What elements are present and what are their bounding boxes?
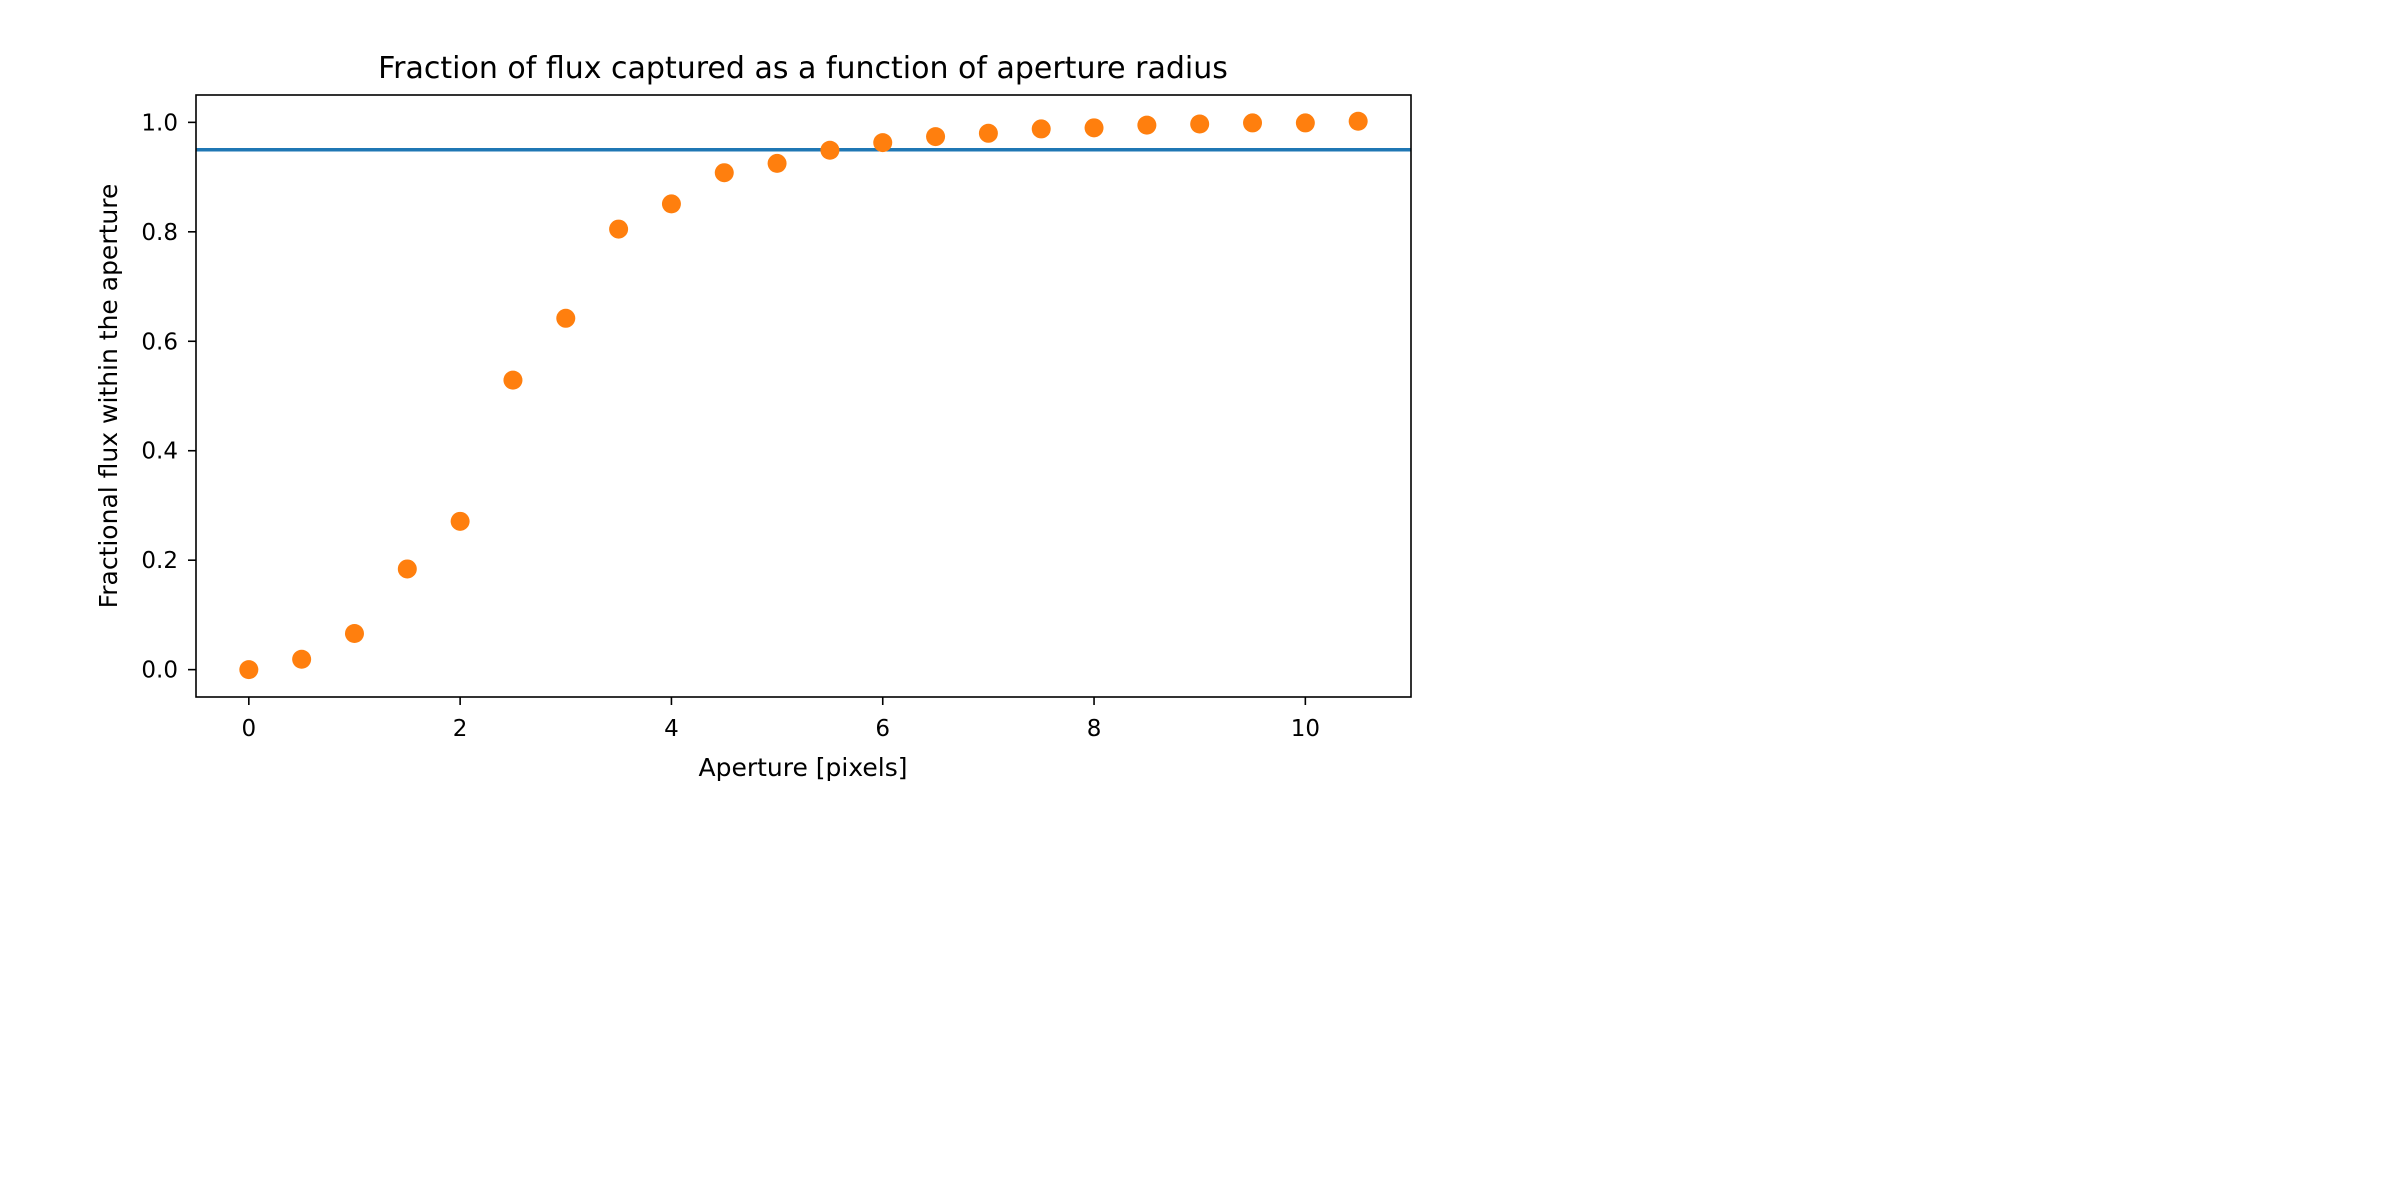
y-tick-label: 1.0 [141,110,178,136]
data-point [292,649,312,669]
data-point [714,163,734,183]
x-tick-label: 4 [664,716,679,742]
y-tick-label: 0.6 [141,329,178,355]
data-point [767,153,787,173]
data-point [1190,114,1210,134]
y-tick-label: 0.0 [141,658,178,684]
data-point [1295,113,1315,133]
y-tick-label: 0.8 [141,220,178,246]
x-tick-label: 6 [875,716,890,742]
data-point [1348,111,1368,131]
data-point [503,370,523,390]
chart-title: Fraction of flux captured as a function … [378,51,1228,86]
data-point [344,624,364,644]
data-point [1084,118,1104,138]
data-point [926,127,946,147]
x-tick-label: 8 [1087,716,1102,742]
data-point [820,140,840,160]
x-tick-label: 10 [1291,716,1320,742]
x-axis: 0 2 4 6 8 10 [242,697,1320,742]
y-axis-label: Fractional flux within the aperture [94,184,123,609]
data-point [1243,113,1263,133]
y-tick-label: 0.2 [141,548,178,574]
x-tick-label: 0 [242,716,257,742]
y-axis: 0.0 0.2 0.4 0.6 0.8 1.0 [141,110,196,684]
flux-fraction-chart: Fraction of flux captured as a function … [94,51,1412,782]
data-point [556,308,576,328]
data-point [1031,119,1051,139]
data-point [397,559,417,579]
plot-area [196,111,1411,680]
data-point [1137,115,1157,135]
data-point [661,194,681,214]
data-point [450,511,470,531]
data-point [239,660,259,680]
data-point [609,219,629,239]
x-axis-label: Aperture [pixels] [698,753,907,782]
data-point [978,123,998,143]
data-point [873,133,893,153]
plot-frame [195,94,1412,698]
y-tick-label: 0.4 [141,439,178,465]
x-tick-label: 2 [453,716,468,742]
